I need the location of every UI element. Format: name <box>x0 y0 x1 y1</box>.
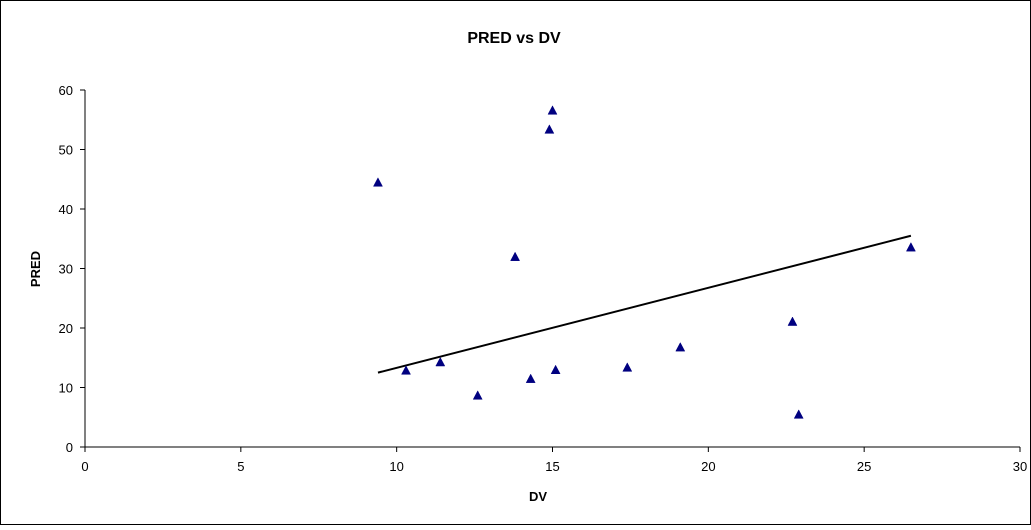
plot-area: 0 5 10 15 20 25 30 0 10 20 30 40 50 60 <box>59 83 1028 474</box>
x-tick-label: 5 <box>237 459 244 474</box>
x-tick-label: 20 <box>701 459 715 474</box>
chart-title: PRED vs DV <box>467 30 561 47</box>
x-tick-label: 10 <box>389 459 403 474</box>
data-point-triangle <box>547 105 558 115</box>
x-axis-title: DV <box>529 489 547 504</box>
y-tick-label: 10 <box>59 381 73 396</box>
data-point-triangle <box>373 177 383 187</box>
data-point-triangle <box>435 356 446 367</box>
data-point-triangle <box>675 342 686 352</box>
data-point-triangle <box>544 124 555 134</box>
x-tick-label: 30 <box>1013 459 1027 474</box>
plot-area-background <box>85 90 1020 447</box>
x-tick-label: 25 <box>857 459 871 474</box>
data-point-triangle <box>401 365 411 375</box>
y-tick-label: 30 <box>59 262 73 277</box>
data-point-triangle <box>906 242 916 252</box>
data-point-triangle <box>793 409 804 419</box>
data-point-triangle <box>550 364 561 374</box>
data-point-triangle <box>525 373 536 383</box>
y-tick-label: 40 <box>59 202 73 217</box>
data-point-triangle <box>510 251 521 261</box>
y-tick-label: 60 <box>59 83 73 98</box>
y-tick-label: 0 <box>66 440 73 455</box>
x-tick-label: 15 <box>545 459 559 474</box>
y-axis-title: PRED <box>28 251 43 287</box>
trendline <box>377 234 912 374</box>
data-point-triangle <box>472 390 483 400</box>
data-point-triangle <box>787 316 798 326</box>
y-tick-label: 50 <box>59 143 73 158</box>
data-point-triangle <box>622 362 633 372</box>
y-tick-label: 20 <box>59 321 73 336</box>
x-tick-label: 0 <box>81 459 88 474</box>
